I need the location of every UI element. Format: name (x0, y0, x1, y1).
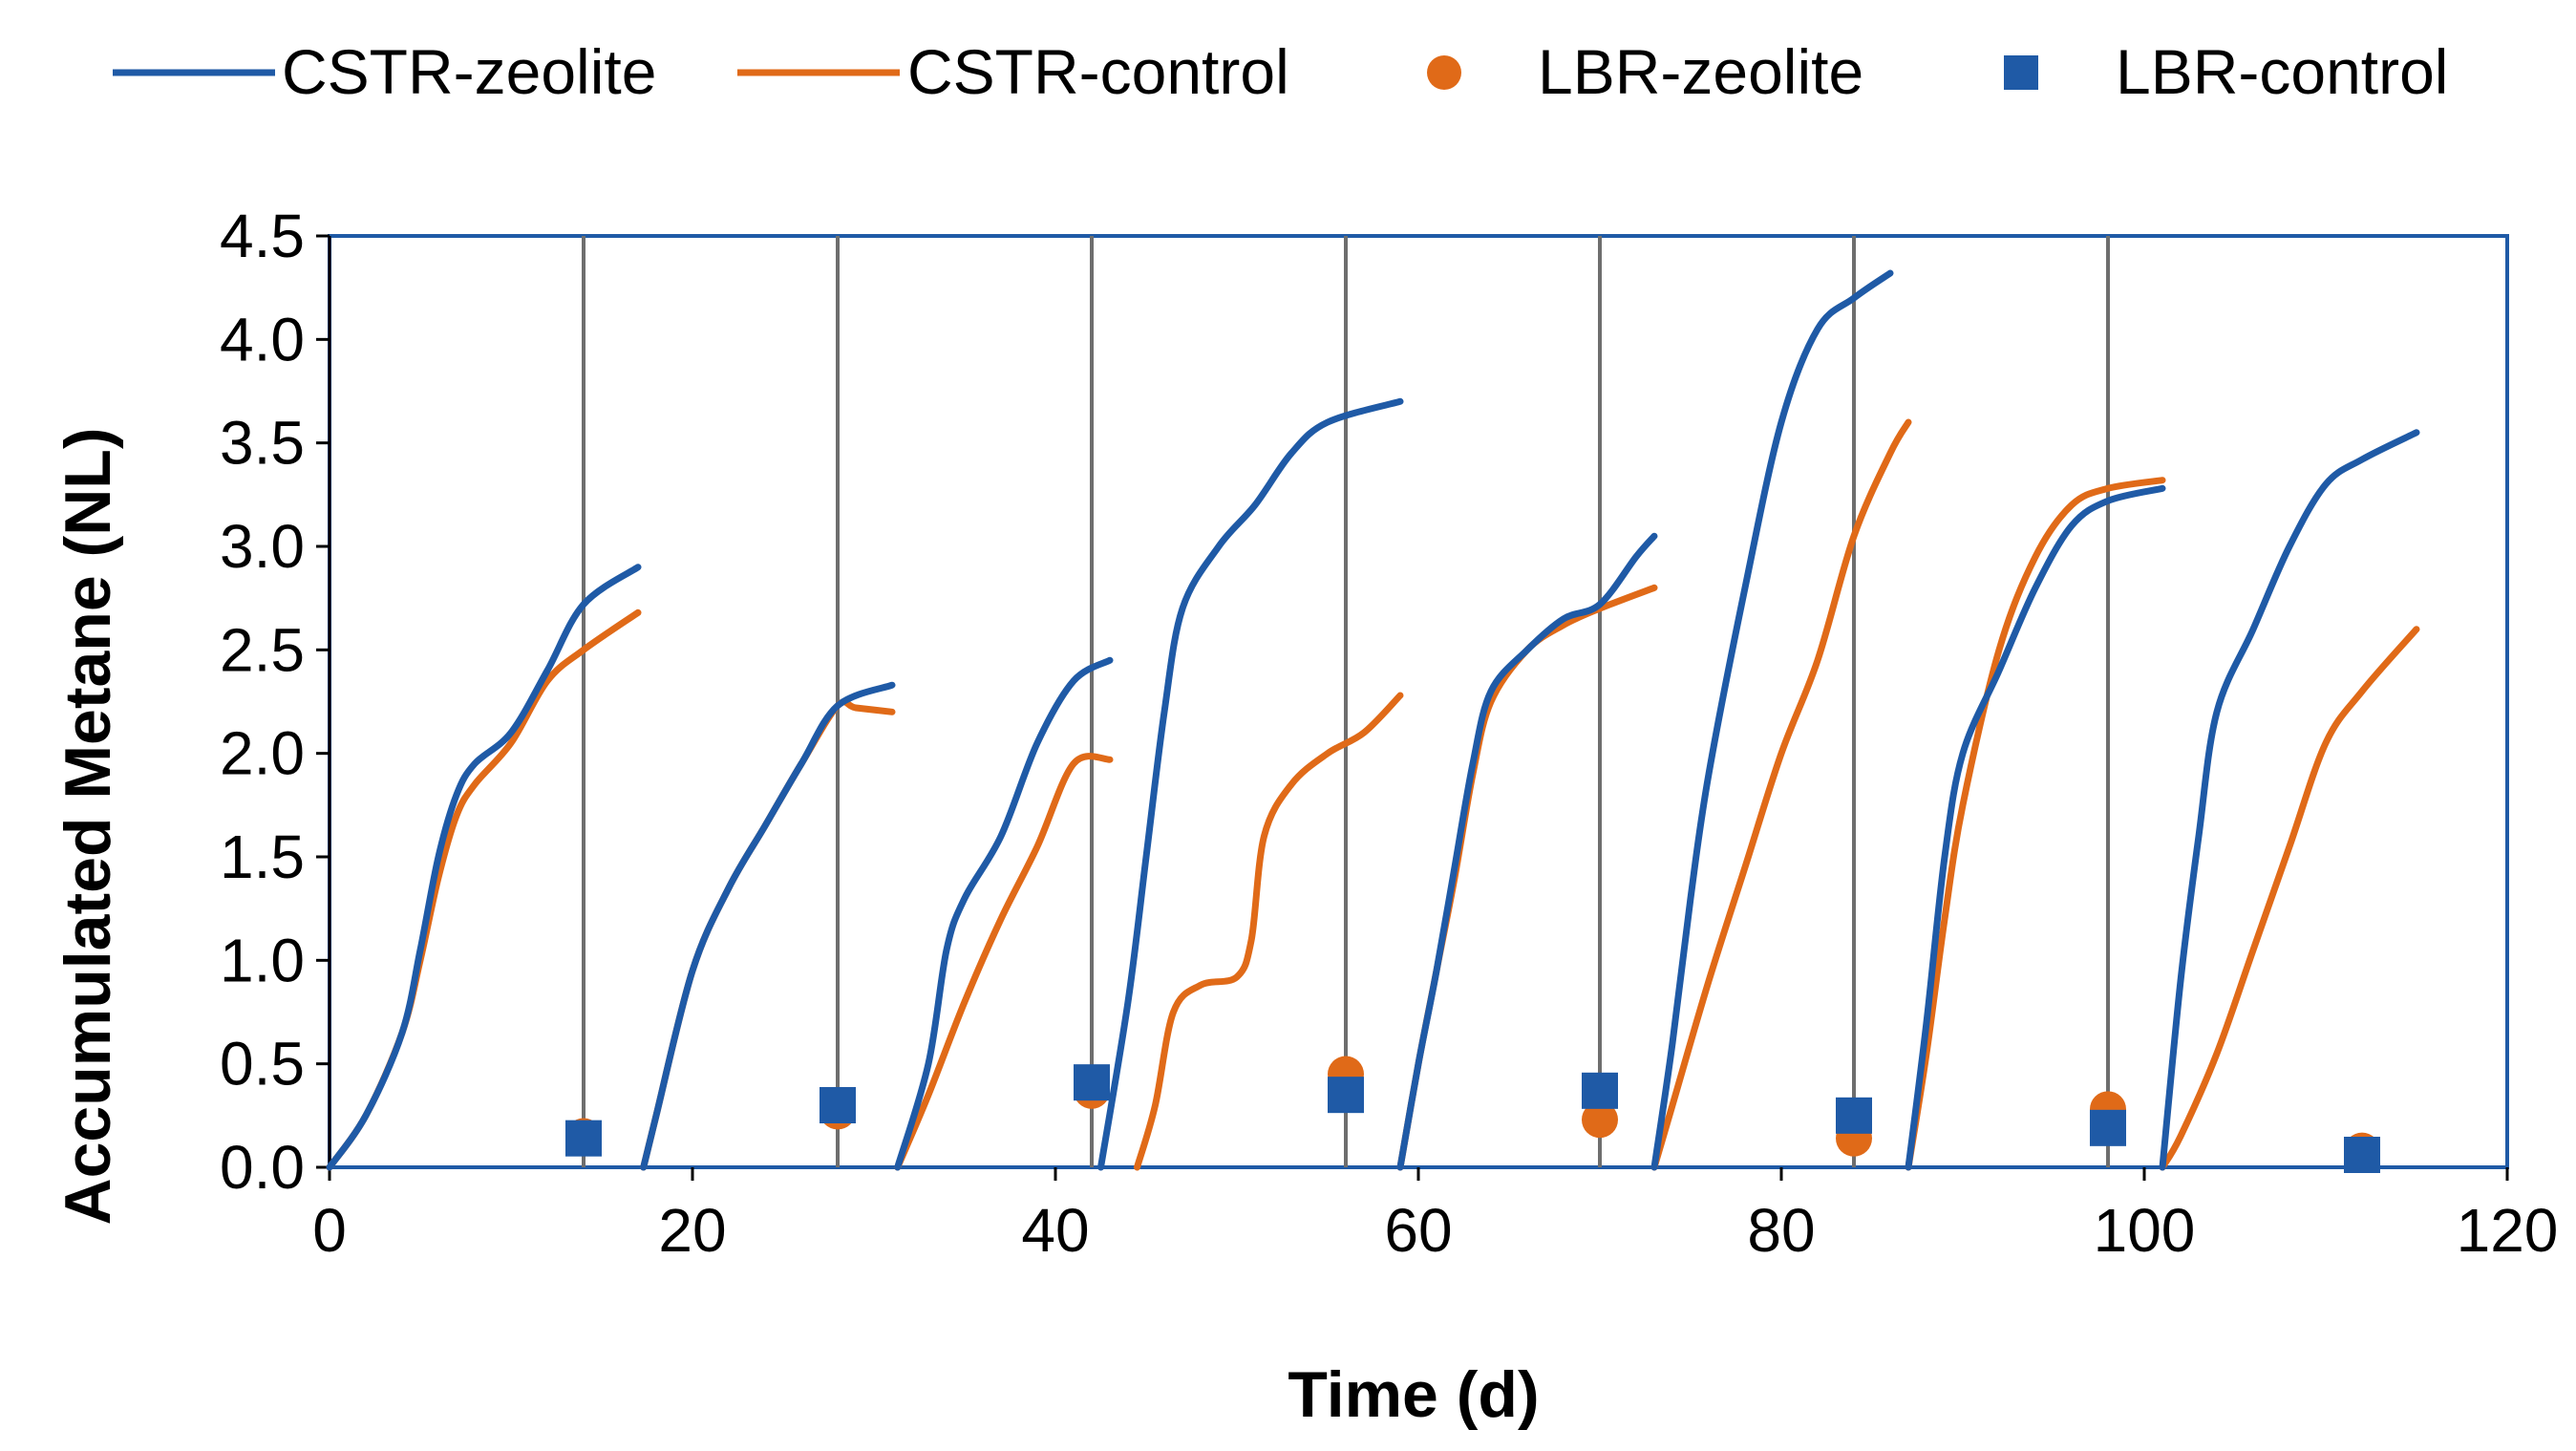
series-cstr-control-segment-3 (1134, 692, 1404, 1171)
y-tick-label-6: 3.0 (220, 512, 305, 581)
legend-item-lbr-control: LBR-control (2004, 36, 2448, 107)
legend: CSTR-zeolite CSTR-control LBR-zeolite LB… (113, 36, 2448, 107)
series-cstr-zeolite-segment-4 (1396, 532, 1658, 1171)
legend-swatch-lbr-control (2004, 55, 2038, 90)
x-tick-label-6: 120 (2457, 1196, 2559, 1265)
x-axis: 0 20 40 60 80 100 120 (312, 1167, 2558, 1265)
series-cstr-zeolite-segment-0 (326, 564, 642, 1171)
x-axis-title: Time (d) (1288, 1358, 1539, 1431)
point-lbr-control-6 (2090, 1109, 2126, 1146)
point-lbr-control-2 (1074, 1064, 1110, 1101)
series-cstr-zeolite-segment-5 (1650, 269, 1894, 1171)
series-cstr-zeolite-segment-3 (1097, 397, 1404, 1171)
y-tick-label-3: 1.5 (220, 822, 305, 891)
legend-swatch-lbr-zeolite (1427, 55, 1461, 90)
y-tick-label-4: 2.0 (220, 719, 305, 788)
x-tick-label-1: 20 (658, 1196, 726, 1265)
y-tick-label-0: 0.0 (220, 1133, 305, 1202)
series-cstr-zeolite-segment-2 (894, 656, 1114, 1171)
y-tick-label-2: 1.0 (220, 926, 305, 994)
series-cstr-zeolite (326, 269, 2420, 1171)
point-lbr-control-4 (1582, 1072, 1618, 1109)
legend-label-lbr-control: LBR-control (2116, 36, 2448, 107)
legend-item-cstr-control: CSTR-control (737, 36, 1289, 107)
legend-label-lbr-zeolite: LBR-zeolite (1538, 36, 1863, 107)
series-cstr-control-segment-7 (2159, 626, 2420, 1171)
series-cstr-zeolite-segment-7 (2159, 429, 2420, 1171)
series-cstr-control-segment-5 (1650, 418, 1912, 1171)
series-cstr-control-segment-2 (894, 753, 1114, 1171)
y-tick-label-8: 4.0 (220, 305, 305, 373)
plot-area (328, 234, 2509, 1169)
y-tick-label-7: 3.5 (220, 409, 305, 478)
x-tick-label-0: 0 (312, 1196, 347, 1265)
series-cstr-zeolite-segment-6 (1905, 484, 2166, 1171)
legend-label-cstr-zeolite: CSTR-zeolite (282, 36, 656, 107)
series-lbr-control (565, 1064, 2380, 1173)
y-tick-label-1: 0.5 (220, 1030, 305, 1099)
series-cstr-control (326, 418, 2420, 1171)
series-cstr-zeolite-segment-1 (640, 681, 896, 1171)
point-lbr-control-3 (1328, 1077, 1364, 1114)
legend-item-cstr-zeolite: CSTR-zeolite (113, 36, 656, 107)
y-tick-label-9: 4.5 (220, 202, 305, 270)
legend-label-cstr-control: CSTR-control (907, 36, 1289, 107)
x-tick-label-5: 100 (2094, 1196, 2196, 1265)
y-axis: 0.0 0.5 1.0 1.5 2.0 2.5 3.0 3.5 4.0 4.5 (220, 202, 331, 1202)
batch-marker-lines (582, 236, 2110, 1167)
y-tick-label-5: 2.5 (220, 615, 305, 684)
point-lbr-control-0 (565, 1120, 602, 1157)
point-lbr-control-7 (2344, 1137, 2380, 1173)
series-layer (326, 269, 2420, 1173)
x-tick-label-2: 40 (1021, 1196, 1089, 1265)
point-lbr-control-5 (1836, 1097, 1872, 1134)
x-tick-label-3: 60 (1384, 1196, 1452, 1265)
point-lbr-control-1 (820, 1087, 856, 1123)
legend-item-lbr-zeolite: LBR-zeolite (1427, 36, 1863, 107)
series-cstr-control-segment-0 (326, 608, 642, 1171)
x-tick-label-4: 80 (1747, 1196, 1815, 1265)
y-axis-title: Accumulated Metane (NL) (52, 428, 124, 1226)
point-lbr-zeolite-4 (1582, 1101, 1618, 1139)
